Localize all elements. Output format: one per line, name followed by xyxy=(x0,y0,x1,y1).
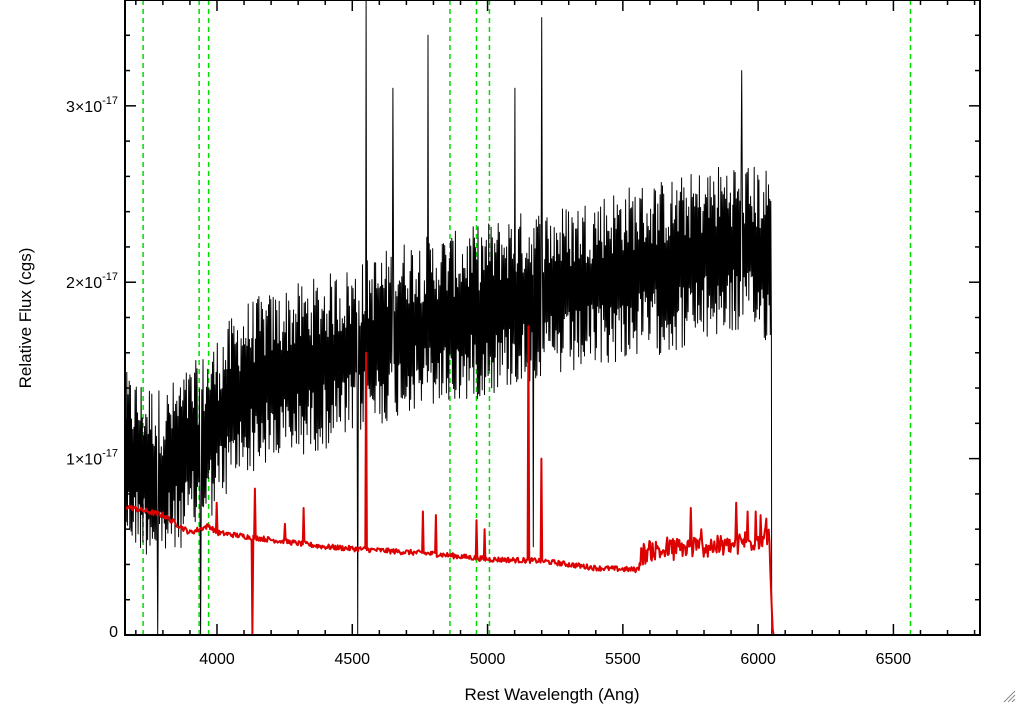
x-tick-label: 4500 xyxy=(334,651,370,668)
x-tick-label: 6000 xyxy=(740,651,776,668)
x-axis-label: Rest Wavelength (Ang) xyxy=(464,685,639,704)
x-tick-labels: 4000 4500 5000 5500 6000 6500 xyxy=(199,651,911,668)
observed-spectrum-line xyxy=(124,0,773,636)
y-tick-label: 3×10-17 xyxy=(66,95,118,116)
x-tick-label: 5500 xyxy=(605,651,641,668)
y-axis-label: Relative Flux (cgs) xyxy=(16,248,35,389)
y-tick-label: 2×10-17 xyxy=(66,271,118,292)
x-tick-label: 5000 xyxy=(470,651,506,668)
axis-ticks xyxy=(125,0,980,636)
y-tick-labels: 0 1×10-17 2×10-17 3×10-17 xyxy=(66,95,118,641)
y-tick-label: 1×10-17 xyxy=(66,448,118,469)
x-tick-label: 6500 xyxy=(876,651,912,668)
y-tick-label: 0 xyxy=(109,624,118,641)
series-layer xyxy=(124,0,980,636)
x-tick-label: 4000 xyxy=(199,651,235,668)
resize-grip-icon[interactable] xyxy=(1002,689,1016,703)
